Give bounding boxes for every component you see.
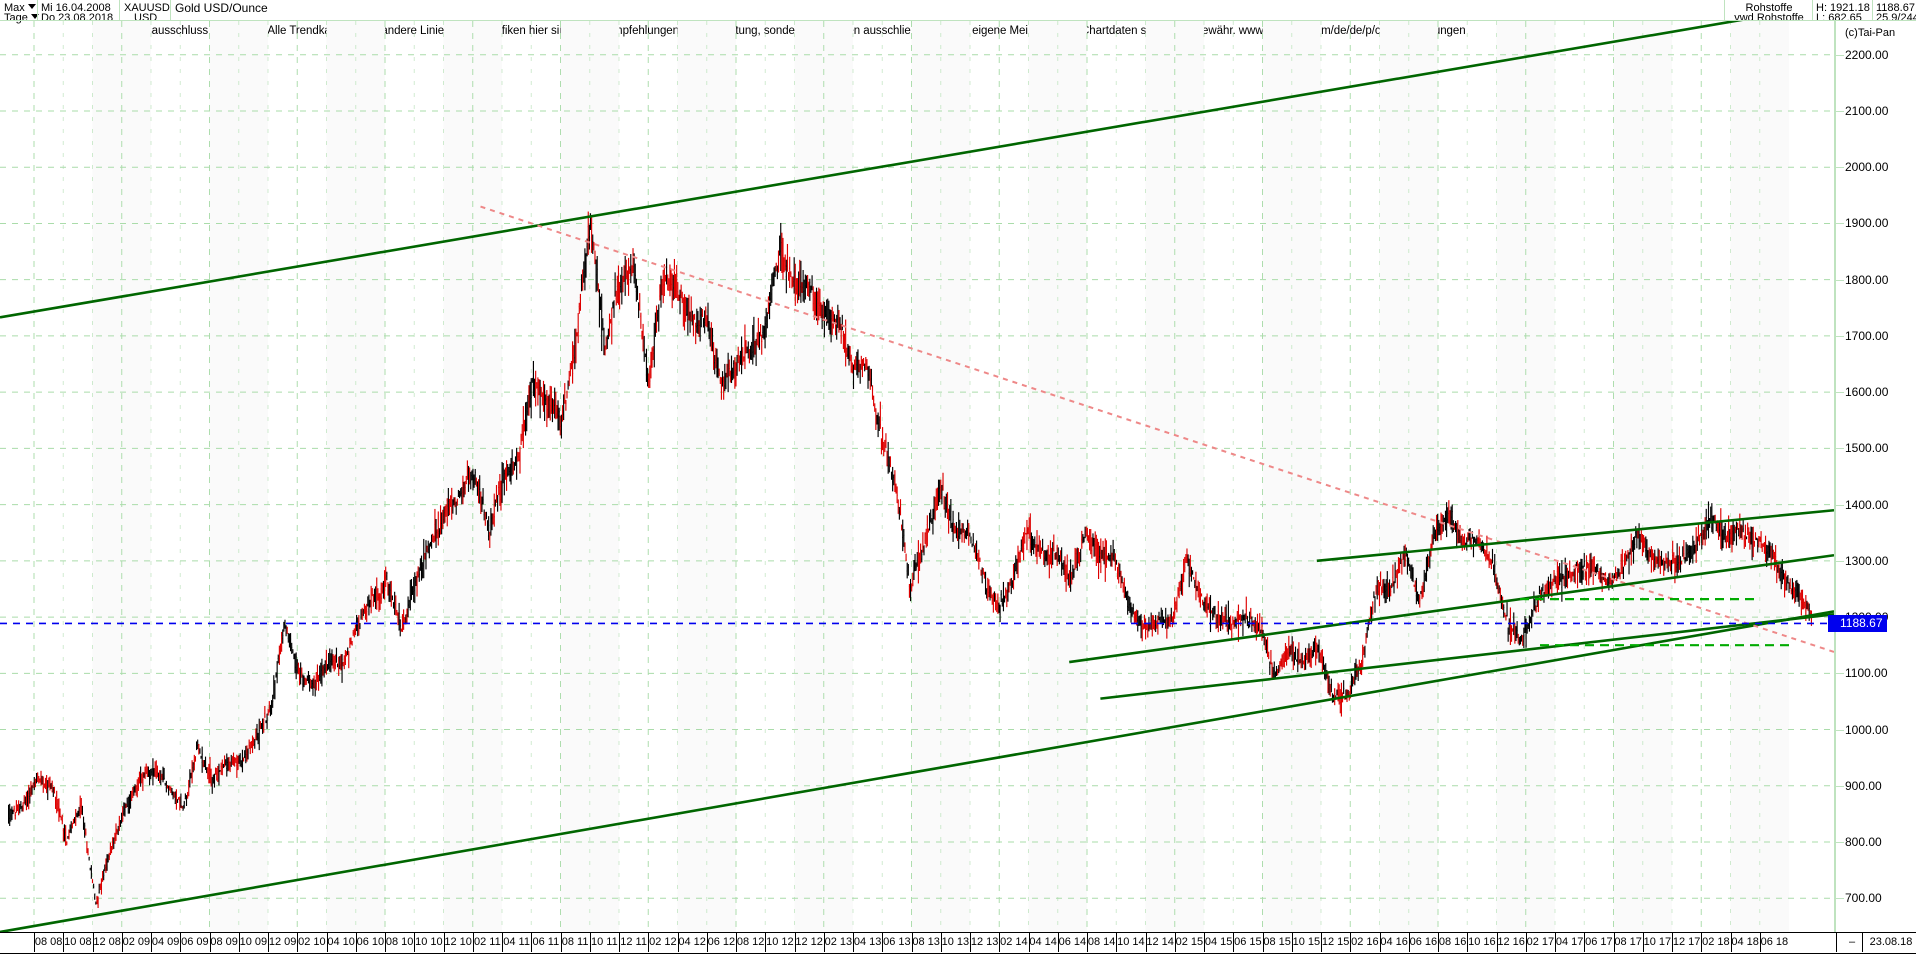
copyright-label: (c)Tai-Pan xyxy=(1845,27,1895,39)
price-axis-label: 2100.00 xyxy=(1845,105,1888,117)
price-axis-tick xyxy=(1836,336,1844,337)
price-axis-tick xyxy=(1836,786,1844,787)
chart-year-band xyxy=(561,21,620,932)
price-axis-tick xyxy=(1836,561,1844,562)
price-axis-label: 1900.00 xyxy=(1845,217,1888,229)
price-axis-label: 2200.00 xyxy=(1845,49,1888,61)
price-axis-label: 1700.00 xyxy=(1845,330,1888,342)
price-axis-tick xyxy=(1836,842,1844,843)
price-axis-tick xyxy=(1836,673,1844,674)
price-axis-tick xyxy=(1836,505,1844,506)
chart-year-band xyxy=(1029,21,1088,932)
price-axis-label: 1500.00 xyxy=(1845,442,1888,454)
price-axis-label: 1400.00 xyxy=(1845,499,1888,511)
price-axis-tick xyxy=(1836,280,1844,281)
price-axis-label: 2000.00 xyxy=(1845,161,1888,173)
header-divider xyxy=(1872,0,1873,21)
price-axis-tick xyxy=(1836,392,1844,393)
price-axis[interactable]: (c)Tai-Pan 2200.00 2100.00 2000.00 1900.00 1… xyxy=(1834,21,1916,932)
chart-year-band xyxy=(1614,21,1673,932)
price-axis-label: 900.00 xyxy=(1845,780,1882,792)
instrument-name: Gold USD/Ounce xyxy=(175,3,268,14)
price-axis-label: 1300.00 xyxy=(1845,555,1888,567)
chart-canvas[interactable] xyxy=(0,21,1834,932)
header-divider xyxy=(1724,0,1725,21)
chart-gridlines xyxy=(0,21,1834,932)
chart-year-band xyxy=(1380,21,1439,932)
chart-plot-area[interactable] xyxy=(0,21,1834,932)
price-axis-label: 1600.00 xyxy=(1845,386,1888,398)
price-axis-tick xyxy=(1836,55,1844,56)
header-divider xyxy=(1812,0,1813,21)
price-axis-label: 1800.00 xyxy=(1845,274,1888,286)
chart-year-band xyxy=(1731,21,1790,932)
price-axis-tick xyxy=(1836,730,1844,731)
chart-year-band xyxy=(327,21,386,932)
header-divider xyxy=(170,0,171,21)
chart-year-band xyxy=(1263,21,1322,932)
price-axis-tick xyxy=(1836,111,1844,112)
price-axis-label: 1100.00 xyxy=(1845,667,1888,679)
chevron-down-icon xyxy=(28,4,36,9)
header-divider xyxy=(119,0,120,21)
chart-year-band xyxy=(678,21,737,932)
price-axis-tick xyxy=(1836,167,1844,168)
price-axis-tick xyxy=(1836,448,1844,449)
price-axis-line xyxy=(1834,21,1836,932)
chart-header-bar: Max Tage Mi 16.04.2008 Do 23.08.2018 XAU… xyxy=(0,0,1916,20)
header-divider xyxy=(37,0,38,21)
chart-year-band xyxy=(210,21,269,932)
price-axis-label: 1000.00 xyxy=(1845,724,1888,736)
price-axis-tick xyxy=(1836,223,1844,224)
